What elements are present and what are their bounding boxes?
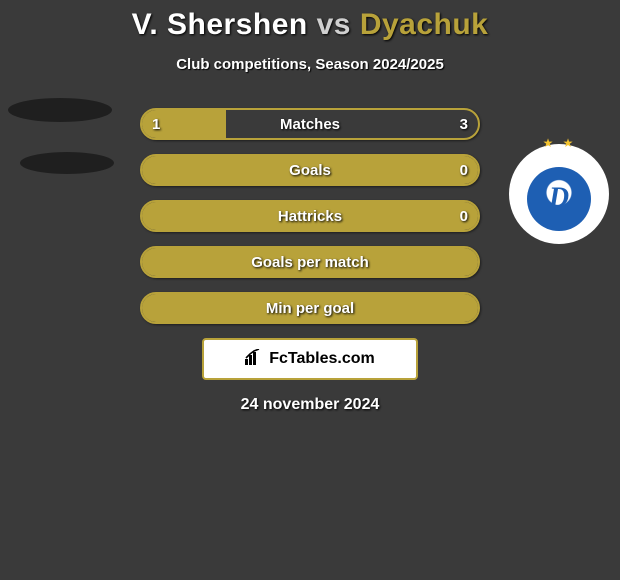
stat-bars: 1Matches3Goals0Hattricks0Goals per match… (140, 108, 480, 324)
bar-label: Min per goal (142, 294, 478, 322)
bar-label: Hattricks (142, 202, 478, 230)
stat-bar-matches: 1Matches3 (140, 108, 480, 140)
bar-value-right: 0 (450, 202, 478, 230)
avatar-shadow (20, 152, 114, 174)
bar-chart-icon (245, 349, 263, 370)
date-text: 24 november 2024 (0, 396, 620, 414)
title-player1: V. Shershen (132, 8, 308, 41)
bar-label: Goals per match (142, 248, 478, 276)
brand-box: FcTables.com (202, 338, 418, 380)
stat-bar-min-per-goal: Min per goal (140, 292, 480, 324)
title-vs: vs (317, 8, 351, 41)
stat-bar-goals-per-match: Goals per match (140, 246, 480, 278)
subtitle: Club competitions, Season 2024/2025 (0, 56, 620, 73)
title-player2: Dyachuk (360, 8, 489, 41)
bar-value-right: 3 (450, 110, 478, 138)
stat-bar-goals: Goals0 (140, 154, 480, 186)
player1-avatar (8, 96, 113, 201)
page-title: V. Shershen vs Dyachuk (0, 0, 620, 42)
club-crest-icon: D (527, 167, 591, 231)
bar-value-right: 0 (450, 156, 478, 184)
player2-avatar: ★ ★ D (507, 96, 612, 201)
content-area: ★ ★ D 1Matches3Goals0Hattricks0Goals per… (0, 108, 620, 414)
club-badge: D (509, 144, 609, 244)
bar-label: Goals (142, 156, 478, 184)
club-letter: D (549, 182, 569, 214)
club-stars: ★ ★ (507, 136, 612, 150)
stat-bar-hattricks: Hattricks0 (140, 200, 480, 232)
avatar-shadow (8, 98, 112, 122)
bar-label: Matches (142, 110, 478, 138)
brand-text: FcTables.com (269, 350, 375, 368)
